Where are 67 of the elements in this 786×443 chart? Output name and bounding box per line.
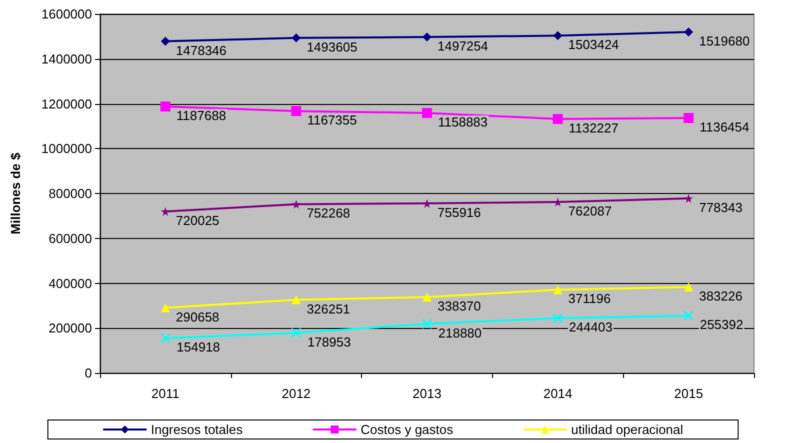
- y-tick-label: 400000: [48, 276, 92, 291]
- data-label: 752268: [306, 206, 350, 221]
- data-label: 290658: [176, 309, 220, 324]
- x-tick-label: 2011: [151, 386, 180, 401]
- data-label: 1158883: [438, 114, 488, 130]
- data-label: 762087: [568, 204, 612, 219]
- data-label: 154918: [176, 340, 220, 355]
- point: [552, 114, 563, 124]
- point: [422, 318, 432, 330]
- data-label: 178953: [307, 334, 351, 350]
- x-tick-label: 2013: [412, 386, 442, 401]
- point: [292, 33, 301, 42]
- point: [291, 106, 302, 116]
- point: [684, 28, 694, 37]
- point: [684, 282, 694, 292]
- y-tick-label: 800000: [48, 186, 92, 201]
- x-tick-label: 2014: [543, 386, 572, 401]
- x-tick-label: 2015: [674, 386, 704, 401]
- data-label: 1497254: [438, 38, 488, 54]
- y-tick-label: 1400000: [41, 51, 92, 66]
- point: [160, 102, 170, 112]
- data-label: 1136454: [700, 120, 750, 135]
- data-label: 338370: [438, 298, 481, 314]
- point: [553, 285, 562, 294]
- point: [160, 332, 171, 344]
- data-label: 1478346: [176, 42, 227, 58]
- data-label: 720025: [176, 212, 220, 228]
- point: [422, 32, 432, 42]
- point: [292, 295, 301, 304]
- point: [160, 36, 170, 46]
- point: [290, 328, 302, 338]
- legend-label: utilidad operacional: [571, 422, 684, 437]
- legend-label: Costos y gastos: [360, 422, 454, 437]
- point: [422, 198, 432, 208]
- data-label: 755916: [438, 204, 481, 220]
- data-label: 218880: [438, 325, 482, 340]
- data-label: 383226: [699, 288, 742, 304]
- data-label: 1132227: [568, 120, 618, 136]
- point: [160, 206, 170, 216]
- point: [422, 108, 432, 118]
- data-label: 255392: [700, 317, 744, 332]
- point: [422, 292, 432, 302]
- data-label: 1493605: [306, 39, 358, 54]
- x-tick-label: 2012: [282, 386, 311, 401]
- point: [552, 312, 564, 324]
- point: [684, 113, 694, 124]
- y-tick-label: 1200000: [41, 96, 92, 112]
- point: [684, 194, 694, 203]
- y-tick-label: 600000: [48, 230, 92, 246]
- point: [160, 303, 170, 312]
- data-label: 1503424: [568, 37, 619, 52]
- point: [683, 310, 694, 321]
- data-label: 326251: [306, 301, 350, 316]
- legend-label: Ingresos totales: [150, 422, 244, 437]
- data-label: 1519680: [699, 34, 750, 49]
- y-tick-label: 1600000: [41, 6, 92, 22]
- data-label: 1187688: [176, 108, 226, 124]
- data-label: 371196: [568, 291, 611, 306]
- y-tick-label: 1000000: [41, 141, 92, 156]
- data-label: 778343: [699, 200, 742, 215]
- y-tick-label: 0: [84, 366, 92, 380]
- point: [292, 200, 301, 209]
- point: [553, 31, 562, 40]
- y-axis-title: Millones de $: [8, 152, 23, 234]
- data-label: 1167355: [307, 112, 357, 128]
- y-tick-label: 200000: [48, 320, 92, 336]
- data-label: 244403: [569, 320, 612, 335]
